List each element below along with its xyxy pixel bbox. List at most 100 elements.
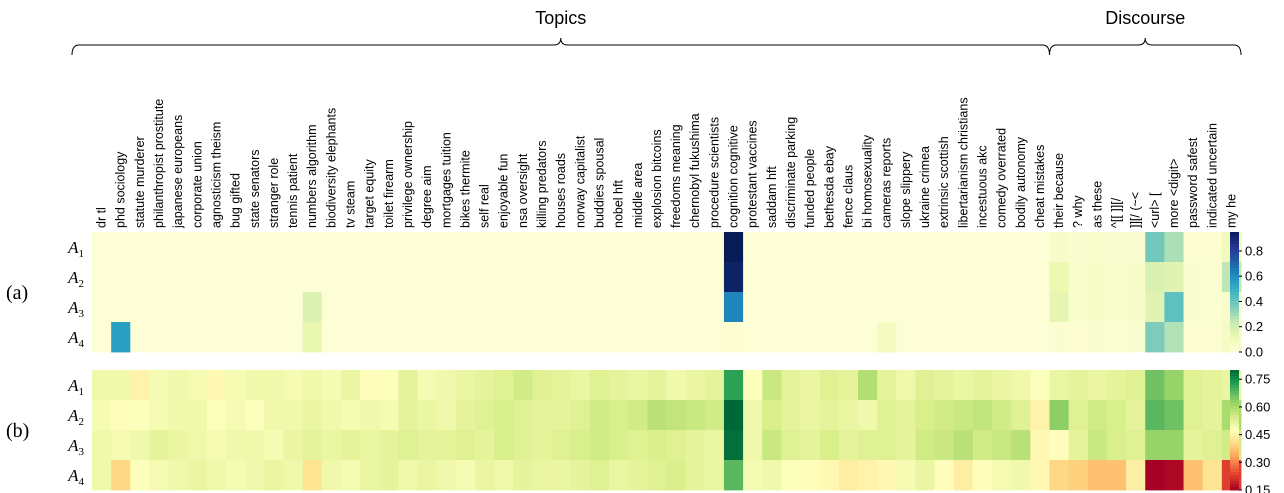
- column-label: explosion bitcoins: [650, 129, 664, 228]
- colorbar-segment: [1230, 286, 1239, 290]
- heatmap-cell: [972, 370, 993, 401]
- heatmap-cell: [398, 262, 418, 293]
- column-label: comedy overrated: [995, 128, 1009, 228]
- heatmap-cell: [1145, 400, 1165, 431]
- heatmap-cell: [858, 262, 878, 293]
- heatmap-cell: [1087, 430, 1108, 461]
- column-label: fence claus: [841, 165, 855, 228]
- heatmap-cell: [283, 292, 304, 323]
- heatmap-cell: [379, 232, 399, 263]
- heatmap-cell: [360, 460, 380, 491]
- heatmap-cell: [111, 232, 131, 263]
- column-label: enjoyable fun: [497, 154, 511, 228]
- heatmap-cell: [226, 262, 246, 293]
- heatmap-cell: [551, 460, 572, 491]
- column-label: numbers algorithm: [305, 124, 319, 228]
- heatmap-cell: [838, 262, 859, 293]
- heatmap-cell: [589, 430, 610, 461]
- heatmap-cell: [92, 370, 112, 401]
- heatmap-cell: [436, 262, 457, 293]
- heatmap-cell: [877, 322, 897, 353]
- column-label: password safest: [1186, 137, 1200, 228]
- heatmap-cell: [187, 262, 208, 293]
- heatmap-cell: [1030, 460, 1050, 491]
- heatmap-cell: [551, 322, 572, 353]
- heatmap-cell: [723, 430, 744, 461]
- colorbar-segment: [1230, 466, 1239, 470]
- column-label: phd sociology: [114, 151, 128, 228]
- heatmap-cell: [915, 430, 935, 461]
- row-label: A3: [67, 298, 84, 320]
- heatmap-cell: [455, 400, 476, 431]
- colorbar-segment: [1230, 403, 1239, 407]
- heatmap-cell: [723, 322, 744, 353]
- heatmap-cell: [1183, 400, 1204, 431]
- heatmap-cell: [838, 370, 859, 401]
- colorbar-segment: [1230, 418, 1239, 422]
- heatmap-cell: [647, 292, 667, 323]
- heatmap-cell: [1049, 322, 1070, 353]
- heatmap-cell: [455, 232, 476, 263]
- heatmap-cell: [570, 322, 591, 353]
- heatmap-cell: [953, 232, 974, 263]
- heatmap-cell: [149, 370, 169, 401]
- heatmap-cell: [302, 292, 323, 323]
- heatmap-cell: [1068, 370, 1089, 401]
- colorbar-segment: [1230, 391, 1239, 395]
- colorbar-segment: [1230, 385, 1239, 389]
- heatmap-cell: [513, 262, 533, 293]
- heatmap-cell: [245, 400, 265, 431]
- colorbar-segment: [1230, 241, 1239, 245]
- heatmap-cell: [360, 232, 380, 263]
- column-label: biodiversity elephants: [324, 108, 338, 228]
- heatmap-cell: [340, 262, 361, 293]
- heatmap-cell: [723, 460, 744, 491]
- panel-label: (a): [6, 282, 28, 304]
- heatmap-cell: [455, 292, 476, 323]
- heatmap-cell: [455, 370, 476, 401]
- column-label: houses roads: [554, 153, 568, 228]
- colorbar-segment: [1230, 331, 1239, 335]
- heatmap-cell: [340, 322, 361, 353]
- group-title: Topics: [535, 8, 586, 28]
- heatmap-cell: [1049, 262, 1070, 293]
- heatmap-cell: [992, 430, 1012, 461]
- heatmap-cell: [264, 430, 284, 461]
- heatmap-cell: [1011, 430, 1031, 461]
- column-label: stranger role: [267, 158, 281, 228]
- column-label: nobel hft: [612, 180, 626, 228]
- heatmap-cell: [915, 292, 935, 323]
- heatmap-cell: [436, 430, 457, 461]
- heatmap-cell: [781, 460, 801, 491]
- column-label: ^[[ ]][/: [1110, 197, 1124, 228]
- heatmap-cell: [1202, 322, 1223, 353]
- heatmap-cell: [896, 460, 916, 491]
- heatmap-cell: [1183, 322, 1204, 353]
- colorbar-segment: [1230, 454, 1239, 458]
- heatmap-cell: [743, 322, 763, 353]
- group-brace: [1049, 37, 1242, 56]
- heatmap-cell: [704, 370, 725, 401]
- heatmap-cell: [972, 292, 993, 323]
- colorbar-segment: [1230, 376, 1239, 380]
- heatmap-cell: [436, 370, 457, 401]
- heatmap-cell: [379, 292, 399, 323]
- heatmap-cell: [417, 322, 438, 353]
- heatmap-cell: [513, 370, 533, 401]
- heatmap-cell: [1030, 400, 1050, 431]
- heatmap-cell: [149, 262, 169, 293]
- heatmap-cell: [245, 322, 265, 353]
- heatmap-cell: [168, 292, 189, 323]
- heatmap-cell: [551, 400, 572, 431]
- heatmap-cell: [762, 460, 782, 491]
- heatmap-cell: [992, 262, 1012, 293]
- heatmap-cell: [1068, 460, 1089, 491]
- heatmap-cell: [1049, 430, 1070, 461]
- heatmap-cell: [1202, 370, 1223, 401]
- heatmap-cell: [417, 370, 438, 401]
- heatmap-cell: [1126, 370, 1146, 401]
- heatmap-cell: [1068, 430, 1089, 461]
- heatmap-cell: [130, 232, 150, 263]
- heatmap-cell: [704, 460, 725, 491]
- column-label: nsa oversight: [516, 153, 530, 228]
